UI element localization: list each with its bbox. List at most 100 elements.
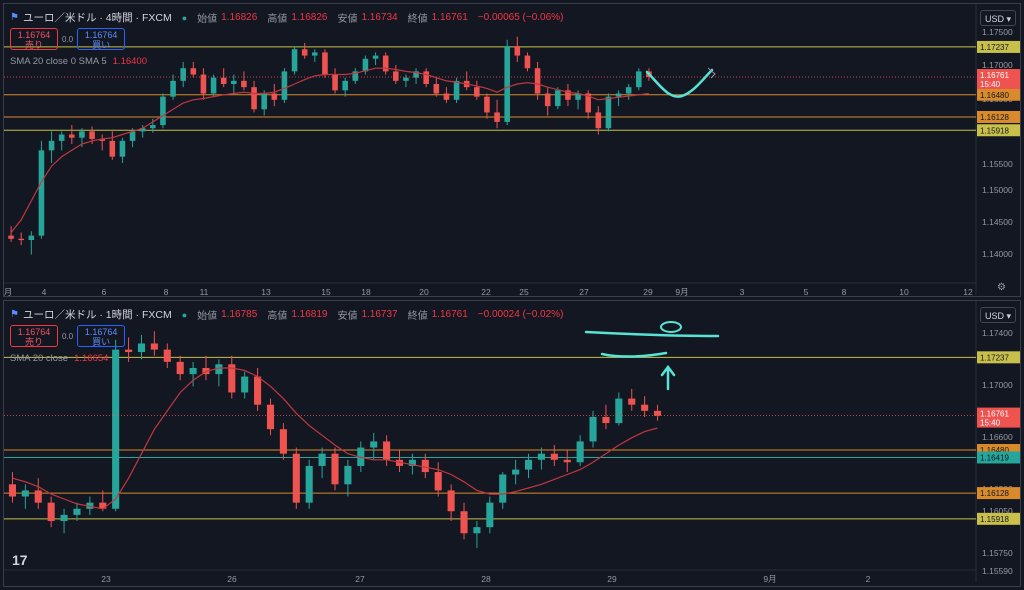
chevron-down-icon: ▾	[1006, 311, 1012, 321]
sell-button[interactable]: 1.16764 売り	[10, 325, 58, 347]
chart-1h-canvas[interactable]: 1.174001.170001.166001.162001.160501.157…	[4, 301, 1020, 586]
annotation-line	[584, 330, 720, 338]
candle-body	[537, 453, 545, 460]
candle-body	[322, 52, 328, 75]
y-tick-label: 1.17500	[982, 27, 1013, 37]
candle-body	[504, 46, 510, 122]
ohlc-open-value: 1.16785	[221, 309, 258, 320]
tradingview-logo-icon: 17	[12, 552, 28, 568]
sma-legend[interactable]: SMA 20 close 1.16654	[10, 353, 108, 364]
buy-button[interactable]: 1.16764 買い	[77, 325, 126, 347]
settings-gear-icon[interactable]: ⚙	[997, 282, 1006, 293]
x-tick-label: 9月	[675, 287, 688, 296]
candle-body	[654, 410, 662, 416]
candle-body	[60, 514, 68, 522]
candle-body	[210, 77, 217, 94]
y-tick-label: 1.17400	[982, 328, 1013, 338]
candle-body	[301, 49, 308, 56]
candle-body	[99, 502, 107, 509]
chart-header: ⚑ ユーロ／米ドル · 4時間 · FXCM ● 始値 1.16826 高値 1.1…	[10, 10, 569, 25]
x-tick-label: 25	[519, 287, 529, 296]
symbol-title[interactable]: ユーロ／米ドル · 4時間 · FXCM	[22, 12, 172, 24]
level-price-label: 1.16128	[980, 113, 1009, 122]
sell-button[interactable]: 1.16764 売り	[10, 28, 58, 50]
market-status-icon: ●	[181, 309, 188, 320]
trade-buttons: 1.16764 売り 0.0 1.16764 買い	[10, 325, 126, 347]
candle-body	[137, 343, 146, 353]
buy-button[interactable]: 1.16764 買い	[77, 28, 126, 50]
last-price-tag	[977, 69, 1020, 90]
candle-body	[413, 71, 419, 78]
candle-body	[89, 131, 95, 139]
candle-body	[408, 459, 416, 466]
candle-body	[228, 364, 236, 393]
candle-body	[352, 71, 359, 81]
candle-body	[332, 74, 338, 91]
chart-header: ⚑ ユーロ／米ドル · 1時間 · FXCM ● 始値 1.16785 高値 1.1…	[10, 307, 569, 322]
candle-body	[150, 125, 156, 129]
candle-body	[21, 490, 29, 497]
x-tick-label: 11	[200, 287, 209, 296]
candle-body	[447, 490, 455, 512]
x-tick-label: 3	[740, 287, 745, 296]
candle-body	[220, 77, 227, 85]
level-price-label: 1.17237	[980, 43, 1009, 52]
level-price-tag	[977, 88, 1020, 101]
chart-panel-1h[interactable]: 1.174001.170001.166001.162001.160501.157…	[3, 300, 1021, 587]
sma-label: SMA 20 close 0 SMA 5	[10, 56, 107, 67]
candle-body	[641, 404, 649, 411]
y-tick-label: 1.17000	[982, 60, 1013, 70]
candle-body	[160, 96, 166, 126]
candle-body	[279, 429, 287, 454]
candle-body	[8, 235, 14, 239]
annotation-curve	[645, 68, 714, 98]
candle-body	[190, 68, 197, 75]
sma-legend[interactable]: SMA 20 close 0 SMA 5 1.16400	[10, 56, 147, 67]
level-price-tag	[977, 512, 1020, 525]
candle-body	[112, 349, 120, 509]
candle-body	[291, 49, 298, 72]
ohlc-close-value: 1.16761	[431, 12, 468, 23]
chart-panel-4h[interactable]: 1.175001.170001.165001.160001.155001.150…	[3, 3, 1021, 297]
candle-body	[312, 52, 318, 56]
chart-4h-canvas[interactable]: 1.175001.170001.165001.160001.155001.150…	[4, 4, 1020, 296]
ohlc-close-value: 1.16761	[431, 309, 468, 320]
currency-selector[interactable]: USD ▾	[980, 10, 1016, 26]
level-price-tag	[977, 40, 1020, 53]
sma-line	[10, 67, 649, 233]
candle-body	[453, 80, 460, 100]
y-tick-label: 1.16050	[982, 506, 1013, 516]
candle-body	[200, 74, 207, 94]
ohlc-high-key: 高値	[267, 14, 288, 25]
candle-body	[514, 46, 521, 56]
level-price-tag	[977, 351, 1020, 364]
candle-body	[261, 93, 267, 110]
annotation-arrow-icon	[660, 364, 676, 391]
candle-body	[534, 68, 541, 94]
candle-body	[383, 441, 391, 460]
candle-body	[139, 128, 146, 132]
y-tick-label: 1.15750	[982, 548, 1013, 558]
candle-body	[150, 343, 158, 350]
candle-body	[576, 441, 584, 463]
candle-body	[47, 502, 55, 522]
y-tick-label: 1.16600	[982, 432, 1013, 442]
candle-body	[499, 474, 507, 503]
candle-body	[163, 349, 171, 362]
currency-selector[interactable]: USD ▾	[980, 307, 1016, 323]
candle-body	[625, 87, 632, 94]
candle-body	[362, 58, 369, 72]
annotation-line	[600, 351, 668, 358]
candle-body	[129, 131, 136, 141]
x-tick-label: 10	[899, 287, 909, 296]
candle-body	[585, 93, 591, 113]
x-tick-label: 26	[227, 574, 237, 584]
candle-body	[433, 84, 440, 94]
candle-body	[266, 404, 275, 430]
x-tick-label: 13	[261, 287, 271, 296]
candle-body	[73, 508, 81, 515]
candle-body	[241, 80, 247, 88]
symbol-title[interactable]: ユーロ／米ドル · 1時間 · FXCM	[22, 309, 172, 321]
candle-body	[602, 416, 610, 424]
candle-body	[421, 459, 429, 473]
